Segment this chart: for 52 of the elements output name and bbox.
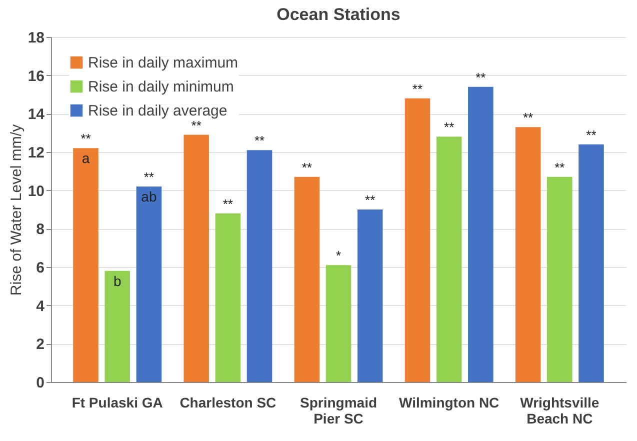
y-axis-title: Rise of Water Level mm/y: [8, 124, 25, 296]
x-tick-label: Ft Pulaski GA: [72, 394, 163, 410]
bar: [578, 144, 604, 382]
bar: [326, 265, 352, 382]
legend-label: Rise in daily minimum: [88, 78, 234, 96]
x-tick-label: Springmaid Pier SC: [300, 394, 378, 426]
x-tick-label: Wilmington NC: [398, 394, 500, 410]
bar: [404, 98, 430, 382]
bar: [294, 176, 320, 382]
data-label: **: [144, 170, 154, 184]
data-label: **: [222, 196, 233, 212]
data-label: **: [302, 160, 312, 175]
y-tick-label: 0: [36, 374, 44, 392]
bar: [246, 150, 272, 382]
annotation: ab: [141, 188, 157, 204]
data-label: **: [191, 118, 202, 133]
y-tick-label: 10: [28, 182, 44, 200]
chart-title: Ocean Stations: [276, 5, 400, 24]
bar: [104, 270, 130, 382]
y-tick-label: 8: [36, 221, 44, 238]
data-label: **: [554, 160, 565, 175]
data-label: **: [586, 127, 596, 142]
y-tick-label: 14: [28, 106, 46, 124]
bar: [436, 136, 462, 382]
y-tick-label: 4: [36, 298, 46, 315]
data-label: **: [254, 133, 265, 148]
bar: [547, 176, 572, 382]
legend-label: Rise in daily average: [88, 102, 228, 120]
y-tick-label: 6: [36, 260, 44, 276]
data-label: **: [412, 81, 423, 96]
y-tick-label: 2: [36, 336, 44, 354]
data-label: **: [444, 120, 454, 135]
data-label: **: [523, 110, 534, 126]
annotation: a: [82, 150, 90, 166]
data-label: *: [336, 248, 342, 264]
y-tick-label: 12: [28, 144, 44, 162]
x-tick-label: Charleston SC: [180, 394, 276, 410]
bar: [515, 127, 541, 382]
bar: [357, 210, 383, 382]
x-tick-label: Wrightsville Beach NC: [520, 394, 600, 426]
bar: [468, 86, 494, 382]
data-label: **: [80, 131, 91, 146]
data-label: **: [365, 192, 376, 208]
bar: [136, 186, 162, 382]
bar: [215, 213, 241, 382]
bar: [184, 134, 209, 382]
y-tick-label: 18: [28, 30, 44, 46]
y-tick-label: 16: [28, 68, 44, 85]
legend-label: Rise in daily maximum: [88, 54, 238, 72]
bar: [73, 148, 98, 382]
data-label: **: [476, 70, 486, 85]
annotation: b: [113, 272, 122, 289]
